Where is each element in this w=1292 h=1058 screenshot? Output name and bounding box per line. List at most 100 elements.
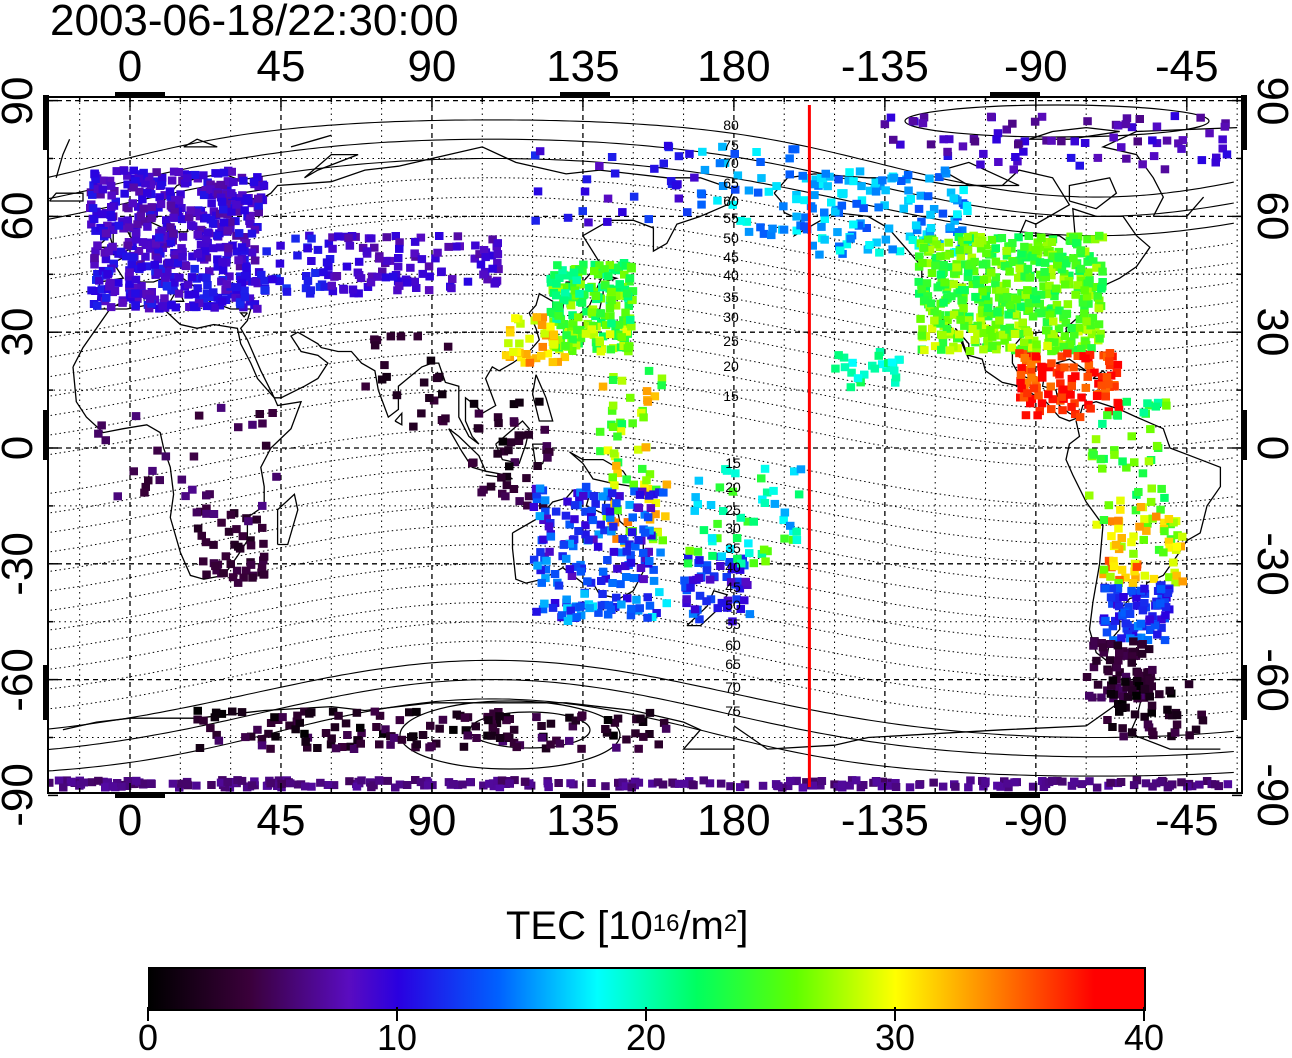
tec-cell: [690, 605, 700, 614]
tec-cell: [740, 780, 750, 789]
tec-cell: [494, 265, 503, 274]
tec-cell: [144, 172, 154, 181]
tec-cell: [377, 375, 387, 384]
tec-cell: [1160, 165, 1170, 174]
coastline: [72, 304, 303, 580]
tec-cell: [1086, 404, 1095, 413]
tec-cell: [323, 781, 333, 789]
tec-cell: [589, 535, 598, 544]
tec-cell: [648, 613, 657, 621]
tec-cell: [744, 539, 753, 548]
tec-cell: [983, 304, 993, 312]
tec-cell: [402, 278, 412, 287]
tec-cell: [565, 736, 574, 745]
tec-cell: [1098, 373, 1107, 382]
tec-cell: [240, 233, 249, 241]
tec-cell: [640, 480, 649, 489]
tec-cell: [944, 263, 953, 272]
longitude-tick-top-label: 45: [256, 42, 306, 91]
tec-cell: [240, 271, 250, 280]
tec-cell: [219, 218, 229, 227]
tec-cell: [1042, 290, 1052, 299]
tec-cell: [487, 251, 496, 260]
tec-cell: [608, 376, 618, 384]
tec-cell: [320, 282, 329, 291]
tec-cell: [715, 159, 725, 168]
tec-cell: [966, 776, 975, 785]
tec-cell: [1109, 133, 1118, 142]
tec-cell: [90, 254, 99, 262]
tec-cell: [1147, 484, 1156, 493]
tec-cell: [968, 325, 977, 333]
tec-cell: [1095, 334, 1104, 343]
tec-cell: [621, 308, 630, 317]
tec-cell: [238, 532, 248, 541]
tec-cell: [353, 268, 363, 277]
tec-cell: [613, 432, 622, 441]
tec-cell: [844, 176, 853, 185]
tec-cell: [962, 201, 972, 210]
tec-cell: [639, 413, 648, 422]
tec-cell: [202, 509, 211, 518]
tec-cell: [1108, 676, 1118, 685]
tec-cell: [874, 203, 883, 212]
tec-cell: [468, 459, 477, 468]
tec-cell: [973, 321, 982, 330]
tec-cell: [1057, 352, 1067, 361]
tec-cell: [915, 252, 924, 261]
tec-cell: [90, 260, 99, 269]
tec-cell: [1063, 349, 1072, 358]
tec-cell: [944, 238, 953, 247]
tec-cell: [272, 472, 281, 481]
tec-cell: [260, 286, 269, 294]
tec-cell: [554, 779, 563, 787]
contour-label: 65: [723, 175, 739, 191]
tec-cell: [1160, 598, 1169, 607]
tec-cell: [134, 247, 144, 255]
tec-cell: [240, 293, 250, 302]
mag-contour: [48, 312, 1234, 391]
tec-cell: [994, 158, 1003, 166]
tec-cell: [463, 277, 473, 286]
tec-cell: [241, 733, 250, 742]
tec-cell: [1005, 301, 1015, 309]
tec-cell: [181, 492, 190, 501]
tec-cell: [388, 272, 398, 281]
tec-cell: [1099, 565, 1109, 574]
tec-cell: [1054, 340, 1063, 349]
tec-cell: [683, 559, 693, 568]
tec-cell: [1023, 389, 1032, 398]
colorbar-tick: [894, 1007, 896, 1021]
tec-cell: [460, 713, 470, 722]
tec-cell: [1222, 150, 1232, 159]
tec-cell: [820, 208, 829, 217]
tec-cell: [923, 259, 932, 268]
tec-cell: [769, 486, 778, 495]
tec-cell: [736, 513, 745, 522]
tec-cell: [1101, 392, 1110, 401]
tec-cell: [695, 591, 705, 600]
tec-cell: [1163, 705, 1172, 714]
tec-cell: [418, 731, 428, 739]
tec-cell: [728, 487, 738, 496]
tec-cell: [1029, 384, 1039, 393]
tec-cell: [1013, 157, 1022, 166]
tec-cell: [532, 713, 541, 722]
tec-cell: [764, 187, 774, 196]
tec-cell: [286, 779, 295, 788]
tec-cell: [247, 248, 257, 257]
tec-cell: [550, 599, 560, 607]
contour-label: 25: [723, 333, 739, 349]
tec-cell: [173, 250, 182, 259]
tec-cell: [207, 781, 216, 789]
tec-cell: [498, 437, 508, 446]
tec-cell: [895, 247, 905, 256]
tec-cell: [587, 308, 596, 317]
tec-cell: [1172, 711, 1182, 720]
frame-segment: [43, 665, 49, 720]
tec-cell: [512, 743, 521, 752]
tec-cell: [979, 149, 988, 158]
tec-cell: [1015, 256, 1025, 265]
tec-cell: [753, 188, 763, 197]
tec-cell: [1162, 401, 1171, 410]
